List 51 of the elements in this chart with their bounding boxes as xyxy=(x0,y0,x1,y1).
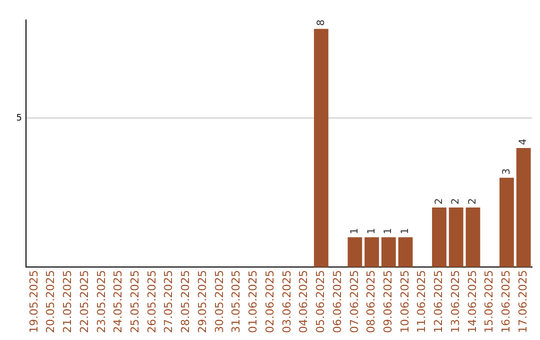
x-tick-label: 26.05.2025 xyxy=(145,270,158,334)
x-tick-label: 24.05.2025 xyxy=(112,270,125,334)
x-tick-label: 03.06.2025 xyxy=(280,270,294,334)
data-label: 1 xyxy=(400,228,412,234)
x-tick-label: 09.06.2025 xyxy=(381,270,394,334)
data-label: 3 xyxy=(501,168,512,175)
bar xyxy=(516,148,531,268)
x-tick-label: 13.06.2025 xyxy=(448,270,462,334)
x-tick-label: 12.06.2025 xyxy=(432,270,446,334)
x-tick-label: 31.05.2025 xyxy=(230,270,243,334)
x-tick-label: 17.06.2025 xyxy=(516,270,530,334)
x-tick-label: 14.06.2025 xyxy=(466,270,479,334)
data-label: 8 xyxy=(316,20,327,26)
x-tick-label: 30.05.2025 xyxy=(212,270,226,334)
x-tick-label: 25.05.2025 xyxy=(128,270,142,334)
x-tick-label: 15.06.2025 xyxy=(482,270,496,334)
x-tick-label: 20.05.2025 xyxy=(44,270,58,334)
bar xyxy=(381,237,396,268)
data-label: 1 xyxy=(349,228,360,234)
x-tick-label: 23.05.2025 xyxy=(94,270,108,334)
data-label: 1 xyxy=(366,228,378,234)
bar xyxy=(432,207,446,268)
x-tick-label: 01.06.2025 xyxy=(246,270,260,334)
y-tick-label: 5 xyxy=(16,114,22,124)
data-label: 2 xyxy=(468,198,479,204)
bar xyxy=(466,207,480,268)
x-tick-label: 06.06.2025 xyxy=(330,270,344,334)
x-tick-label: 19.05.2025 xyxy=(27,270,40,334)
data-label: 2 xyxy=(434,198,445,204)
x-tick-label: 16.06.2025 xyxy=(500,270,513,334)
bar xyxy=(499,178,514,268)
bar xyxy=(448,207,464,268)
data-label: 1 xyxy=(383,228,394,234)
bar xyxy=(364,237,379,268)
x-tick-label: 05.06.2025 xyxy=(314,270,328,334)
bar xyxy=(348,237,362,268)
bar xyxy=(314,28,328,268)
x-tick-label: 28.05.2025 xyxy=(179,270,192,334)
x-tick-label: 08.06.2025 xyxy=(364,270,378,334)
x-tick-label: 10.06.2025 xyxy=(398,270,412,334)
x-tick-label: 02.06.2025 xyxy=(263,270,276,334)
data-label: 4 xyxy=(518,138,530,145)
bar xyxy=(398,237,413,268)
x-tick-label: 11.06.2025 xyxy=(415,270,428,334)
x-tick-label: 07.06.2025 xyxy=(348,270,361,334)
x-tick-label: 29.05.2025 xyxy=(196,270,209,334)
x-tick-label: 04.06.2025 xyxy=(297,270,310,334)
x-tick-label: 21.05.2025 xyxy=(61,270,74,334)
x-tick-label: 22.05.2025 xyxy=(78,270,91,334)
x-tick-label: 27.05.2025 xyxy=(162,270,176,334)
data-label: 2 xyxy=(450,198,462,204)
